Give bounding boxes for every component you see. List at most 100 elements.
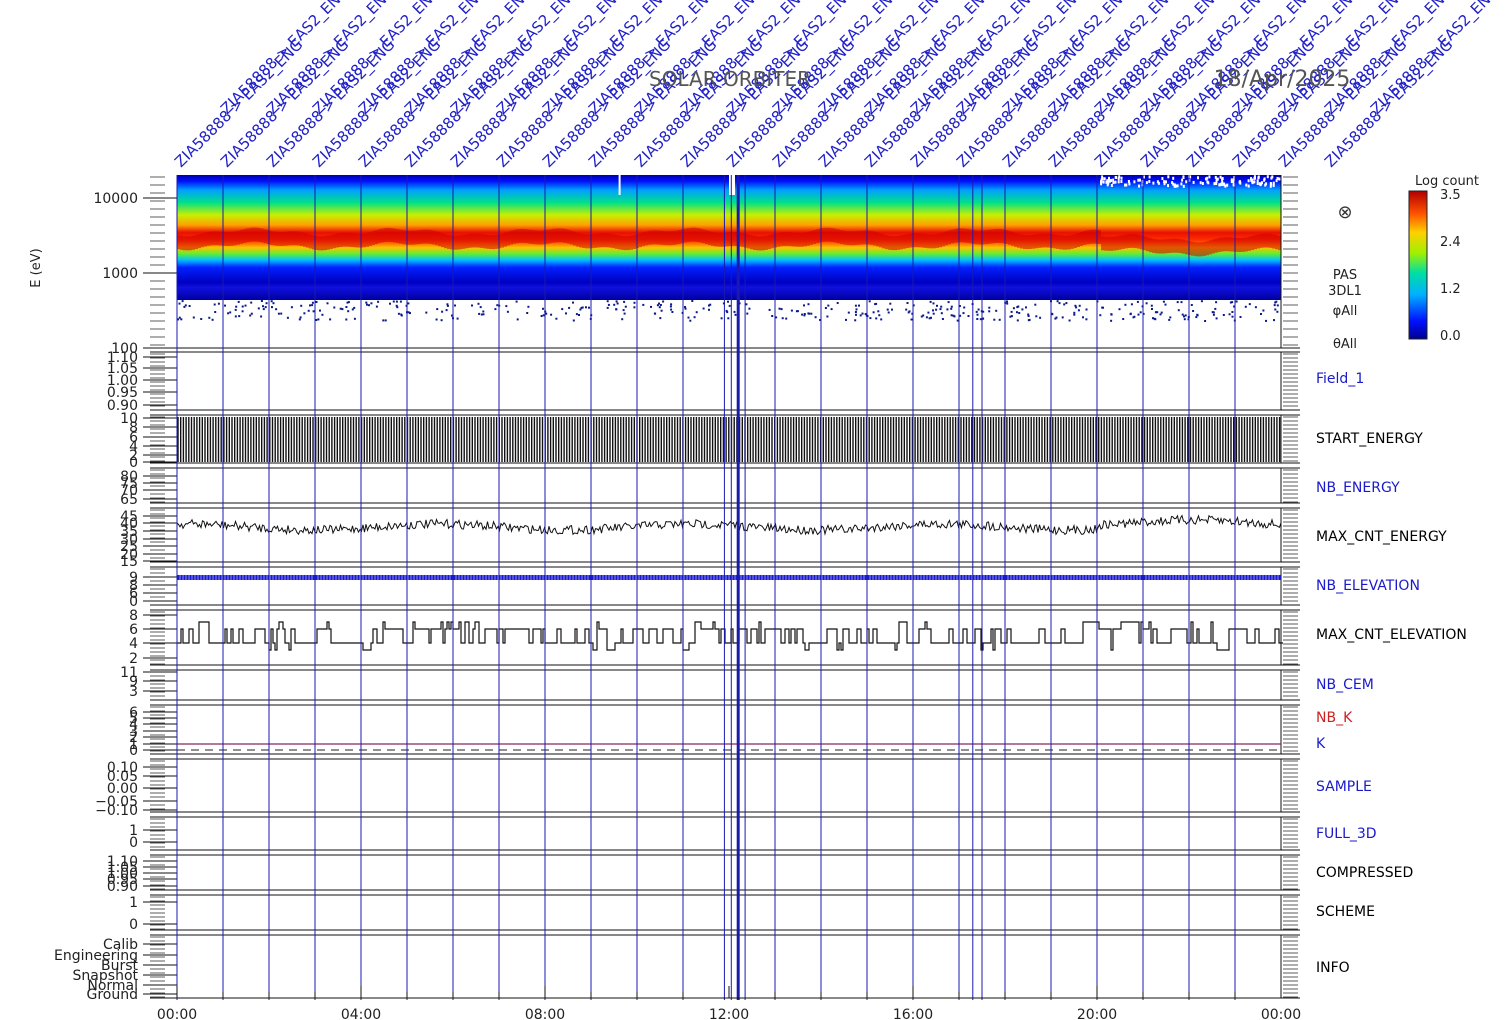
- band-column: [567, 229, 570, 244]
- colorbar-tick-max: 3.5: [1440, 188, 1461, 203]
- band-column: [1248, 236, 1251, 251]
- band-column: [804, 232, 807, 247]
- speckle-white: [1199, 181, 1202, 185]
- band-column: [225, 231, 228, 246]
- speckle-dot: [188, 305, 191, 307]
- band-column: [861, 230, 864, 245]
- band-column: [741, 232, 744, 247]
- band-column: [372, 231, 375, 246]
- band-column: [621, 235, 624, 250]
- speckle-dot: [869, 317, 872, 320]
- speckle-dot: [993, 318, 996, 321]
- speckle-white: [1142, 175, 1145, 179]
- band-column: [921, 233, 924, 248]
- panel-compressed: 1.101.051.000.950.90 COMPRESSED: [107, 854, 1413, 895]
- band-column: [822, 227, 825, 242]
- band-column: [1266, 233, 1269, 248]
- y-tick-label: 0: [129, 917, 138, 933]
- speckle-dot: [1212, 313, 1215, 316]
- colorbar-scale: [1408, 190, 1428, 340]
- speckle-dot: [622, 309, 625, 312]
- speckle-white: [1181, 178, 1184, 182]
- band-column: [456, 235, 459, 250]
- speckle-dot: [633, 306, 636, 309]
- speckle-white: [1269, 184, 1272, 188]
- speckle-dot: [709, 303, 712, 306]
- speckle-dot: [887, 311, 890, 314]
- speckle-dot: [1276, 304, 1279, 307]
- band-column: [993, 229, 996, 244]
- band-column: [1020, 234, 1023, 249]
- speckle-dot: [1082, 316, 1084, 319]
- speckle-dot: [670, 303, 673, 306]
- speckle-dot: [1027, 319, 1030, 322]
- speckle-dot: [855, 308, 858, 311]
- speckle-white: [1213, 182, 1216, 186]
- band-column: [537, 230, 540, 245]
- speckle-dot: [658, 306, 661, 309]
- speckle-dot: [200, 318, 203, 320]
- speckle-dot: [389, 302, 391, 305]
- x-tick-label: 00:00: [1261, 1007, 1301, 1020]
- band-column: [798, 232, 801, 247]
- speckle-dot: [1073, 313, 1076, 316]
- speckle-dot: [572, 301, 574, 304]
- speckle-white: [1118, 175, 1121, 179]
- band-column: [699, 228, 702, 243]
- band-column: [570, 230, 573, 245]
- band-column: [729, 232, 732, 247]
- band-column: [1134, 234, 1137, 249]
- speckle-dot: [854, 304, 857, 307]
- speckle-dot: [702, 307, 705, 310]
- spectrogram-panel: [177, 175, 1281, 322]
- band-column: [1143, 236, 1146, 251]
- band-column: [717, 232, 720, 247]
- speckle-dot: [880, 318, 883, 321]
- speckle-white: [1258, 182, 1261, 186]
- speckle-white: [1201, 181, 1204, 185]
- speckle-dot: [1160, 311, 1163, 314]
- band-column: [522, 228, 525, 243]
- speckle-white: [1112, 178, 1115, 182]
- speckle-dot: [1200, 300, 1203, 303]
- speckle-dot: [217, 302, 220, 305]
- band-column: [285, 231, 288, 246]
- speckle-dot: [368, 304, 370, 307]
- speckle-dot: [1260, 313, 1262, 315]
- speckle-dot: [658, 302, 660, 305]
- band-column: [390, 228, 393, 243]
- band-column: [882, 234, 885, 249]
- band-column: [1155, 239, 1158, 254]
- band-column: [204, 232, 207, 247]
- speckle-white: [1156, 180, 1159, 184]
- y-tick-label: 1.00: [107, 866, 138, 882]
- panel-label: MAX_CNT_ELEVATION: [1316, 627, 1467, 643]
- y-tick-label: 0: [129, 835, 138, 851]
- band-column: [369, 231, 372, 246]
- speckle-dot: [341, 308, 344, 311]
- x-tick-label: 16:00: [893, 1007, 933, 1020]
- speckle-dot: [1180, 301, 1183, 304]
- band-column: [612, 234, 615, 249]
- speckle-dot: [1262, 309, 1265, 312]
- speckle-dot: [889, 302, 892, 305]
- speckle-dot: [565, 312, 567, 315]
- band-column: [954, 228, 957, 243]
- speckle-dot: [950, 314, 953, 317]
- speckle-dot: [910, 318, 913, 321]
- band-column: [1158, 239, 1161, 254]
- speckle-dot: [1077, 309, 1080, 312]
- speckle-dot: [345, 318, 348, 321]
- speckle-dot: [874, 303, 877, 306]
- speckle-dot: [241, 310, 244, 313]
- band-column: [288, 231, 291, 246]
- speckle-dot: [1065, 302, 1068, 305]
- speckle-white: [1275, 179, 1278, 183]
- speckle-dot: [375, 305, 378, 308]
- speckle-dot: [234, 315, 237, 318]
- band-column: [1074, 233, 1077, 248]
- speckle-dot: [351, 308, 354, 311]
- band-column: [1098, 229, 1101, 244]
- band-column: [1113, 236, 1116, 251]
